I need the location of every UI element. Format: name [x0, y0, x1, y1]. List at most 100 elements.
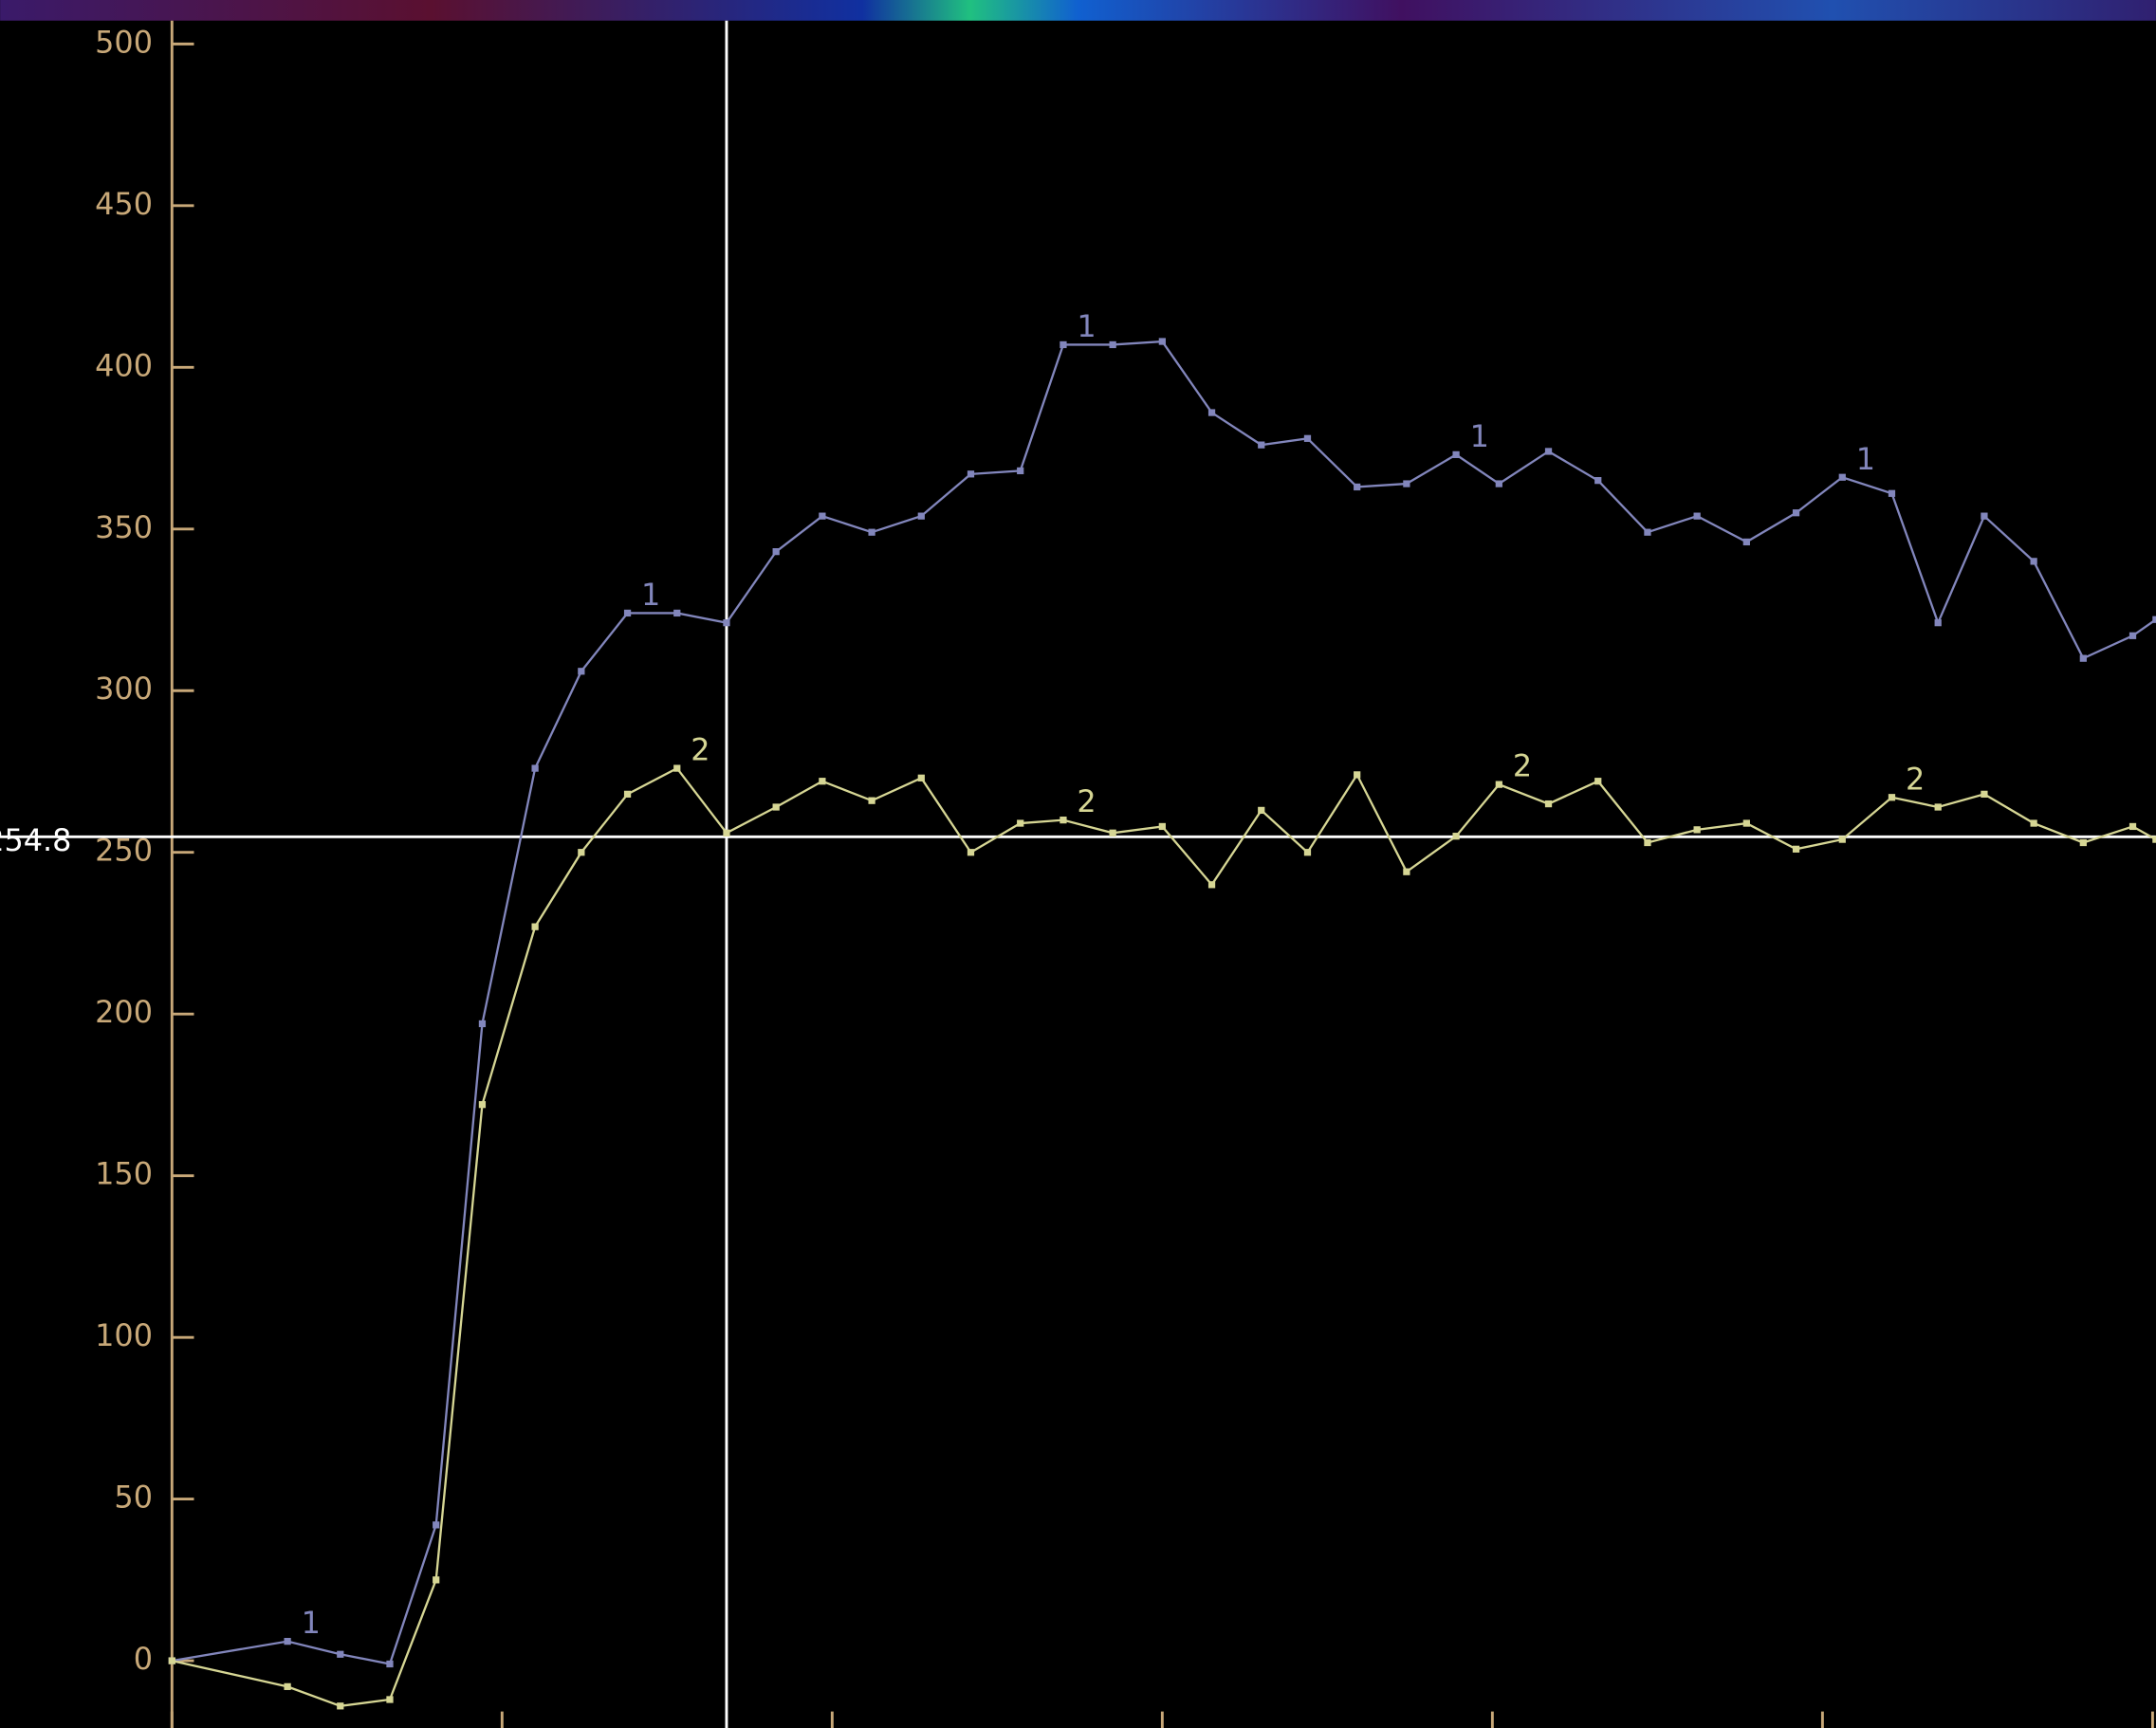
data-point: [1208, 881, 1215, 888]
data-point: [2031, 819, 2037, 826]
data-point: [1304, 435, 1311, 442]
data-point: [1017, 819, 1023, 826]
data-point: [1110, 341, 1116, 348]
data-point: [1545, 448, 1552, 454]
cursor-value-label: 254.8: [0, 822, 71, 858]
y-tick-label: 50: [114, 1480, 153, 1516]
data-point: [1159, 338, 1166, 344]
data-point: [284, 1638, 290, 1645]
data-point: [1981, 791, 1987, 798]
y-tick-label: 300: [95, 671, 153, 707]
data-point: [868, 798, 875, 804]
data-point: [1935, 803, 1942, 810]
data-point: [723, 619, 729, 626]
data-point: [2152, 616, 2156, 623]
data-point: [1354, 771, 1360, 778]
data-point: [673, 764, 680, 771]
series-label: 1: [302, 1605, 321, 1641]
data-point: [1793, 846, 1799, 853]
data-point: [773, 548, 780, 555]
data-point: [1060, 341, 1066, 348]
data-point: [1694, 513, 1701, 520]
data-point: [1403, 480, 1410, 487]
data-point: [819, 778, 825, 784]
series-label: 1: [1470, 418, 1489, 454]
data-point: [2080, 655, 2087, 662]
data-point: [1644, 529, 1650, 536]
data-point: [1452, 451, 1459, 458]
y-tick-label: 400: [95, 347, 153, 383]
data-point: [1889, 794, 1895, 800]
data-point: [1258, 807, 1264, 814]
data-point: [433, 1521, 439, 1528]
data-point: [1258, 442, 1264, 449]
data-point: [578, 668, 584, 674]
data-point: [1839, 836, 1846, 842]
data-point: [2080, 839, 2087, 846]
data-point: [531, 764, 538, 771]
data-point: [386, 1661, 393, 1667]
data-point: [1060, 817, 1066, 823]
series-label: 2: [1077, 783, 1096, 819]
data-point: [1694, 826, 1701, 833]
series-label: 1: [1077, 308, 1096, 344]
y-tick-label: 0: [134, 1641, 153, 1677]
data-point: [1594, 477, 1601, 484]
data-point: [918, 775, 925, 781]
y-tick-label: 500: [95, 24, 153, 60]
series-label: 2: [1513, 748, 1532, 784]
data-point: [773, 803, 780, 810]
data-point: [578, 849, 584, 855]
data-point: [2129, 633, 2136, 639]
y-tick-label: 150: [95, 1156, 153, 1192]
data-point: [967, 849, 974, 855]
data-point: [819, 513, 825, 520]
data-point: [433, 1576, 439, 1583]
y-tick-label: 450: [95, 186, 153, 222]
image-strip: [0, 0, 2156, 21]
data-point: [1304, 849, 1311, 855]
series-label: 1: [1856, 441, 1875, 477]
data-point: [967, 470, 974, 477]
y-tick-label: 200: [95, 994, 153, 1030]
data-point: [479, 1020, 486, 1027]
data-point: [2152, 836, 2156, 842]
data-point: [1354, 484, 1360, 490]
data-point: [1208, 409, 1215, 415]
y-tick-label: 100: [95, 1317, 153, 1353]
chart: 0501001502002503003504004505001111122222…: [0, 0, 2156, 1728]
data-point: [2031, 558, 2037, 564]
data-point: [1452, 833, 1459, 839]
data-point: [868, 529, 875, 536]
data-point: [531, 924, 538, 930]
background: [0, 0, 2156, 1728]
data-point: [1496, 781, 1502, 788]
data-point: [918, 513, 925, 520]
data-point: [1403, 869, 1410, 875]
data-point: [1935, 619, 1942, 626]
data-point: [1981, 513, 1987, 520]
page-body: {"chart_data": {"type": "line", "x": [0,…: [0, 0, 2156, 1728]
data-point: [1496, 480, 1502, 487]
data-point: [1644, 839, 1650, 846]
data-point: [723, 830, 729, 836]
data-point: [1594, 778, 1601, 784]
data-point: [284, 1683, 290, 1690]
data-point: [1839, 474, 1846, 481]
data-point: [624, 610, 631, 616]
data-point: [1889, 490, 1895, 497]
data-point: [673, 610, 680, 616]
series-label: 1: [641, 577, 660, 613]
y-tick-label: 350: [95, 509, 153, 545]
data-point: [386, 1696, 393, 1702]
series-label: 2: [691, 732, 709, 768]
page: html, body { margin: 0; padding: 0; back…: [0, 0, 2156, 1728]
data-point: [1743, 539, 1750, 545]
data-point: [169, 1657, 175, 1664]
data-point: [1159, 823, 1166, 830]
data-point: [2129, 823, 2136, 830]
data-point: [1017, 468, 1023, 474]
data-point: [479, 1101, 486, 1108]
data-point: [337, 1651, 343, 1658]
data-point: [1110, 830, 1116, 836]
